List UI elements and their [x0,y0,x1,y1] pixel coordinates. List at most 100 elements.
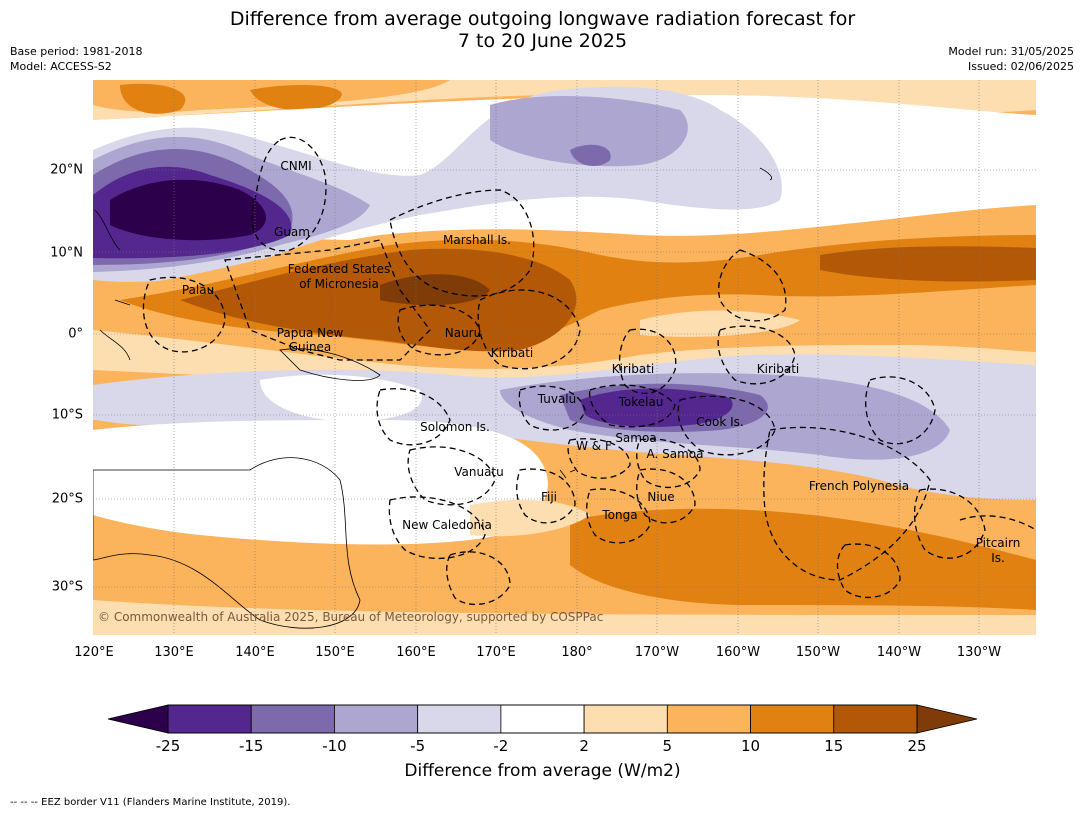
metadata-left: Base period: 1981-2018 Model: ACCESS-S2 [10,44,142,74]
label-niue: Niue [647,490,674,504]
model-name: Model: ACCESS-S2 [10,60,112,73]
title-line-2: 7 to 20 June 2025 [457,30,628,52]
title-line-1: Difference from average outgoing longwav… [229,8,856,30]
colorbar-label: 5 [662,737,673,755]
x-tick: 120°E [74,645,114,660]
colorbar-label: 15 [824,737,844,755]
x-tick: 130°E [154,645,194,660]
png-neutral [260,374,422,422]
south-dark-orange [570,508,1036,610]
x-tick: 140°W [876,645,922,660]
label-cook-is: Cook Is. [696,415,743,429]
y-tick: 30°S [51,579,83,595]
east-brown-band [820,246,1036,282]
y-tick: 10°N [50,245,83,261]
label-tuvalu: Tuvalu [537,392,577,406]
x-tick: 180° [561,645,593,660]
new-guinea-outline [279,348,381,381]
label-nauru: Nauru [445,326,481,340]
label-tonga: Tonga [601,508,637,522]
colorbar-label: -10 [322,737,347,755]
colorbar-box [334,704,419,734]
central-north-purple-dark [570,144,611,166]
x-tick: 170°E [476,645,516,660]
label-pitcairn-line1: Pitcairn [976,536,1021,550]
north-purple-darkest [110,179,267,241]
label-kiribati-east: Kiribati [757,362,799,376]
equatorial-darkest [380,274,490,306]
y-tick: 20°S [51,491,83,507]
mid-light-patch [640,310,800,337]
eez-footnote: -- -- -- EEZ border V11 (Flanders Marine… [10,797,291,808]
colorbar-box [417,704,502,734]
label-fsm-line1: Federated States [288,262,390,276]
x-tick: 140°E [235,645,275,660]
label-fsm-line2: of Micronesia [299,277,379,291]
north-dark-patch-1 [120,83,186,114]
north-dark-patch-2 [250,85,342,110]
x-tick: 160°E [396,645,436,660]
label-kiribati-west: Kiribati [491,346,533,360]
model-run: Model run: 31/05/2025 [948,45,1074,58]
label-cnmi: CNMI [280,159,311,173]
colorbar-box [500,704,585,734]
label-palau: Palau [182,283,214,297]
colorbar-extend-low [107,704,169,734]
colorbar-label: -2 [493,737,509,755]
colorbar-frame [167,704,918,734]
y-tick: 0° [68,326,83,342]
central-north-purple [490,95,688,167]
x-tick: 150°E [315,645,355,660]
place-labels: CNMI Guam Marshall Is. Federated States … [182,159,1020,565]
chart-title: Difference from average outgoing longwav… [0,8,1085,52]
colorbar-boxes [167,704,918,734]
colorbar-box [167,704,252,734]
colorbar-label: 25 [907,737,927,755]
southwest-neutral [93,420,548,545]
australia-outline [93,457,361,629]
graticule [93,80,1036,635]
pacific-islands-outline [559,167,773,479]
label-kiribati-central: Kiribati [612,362,654,376]
south-purple-darker [580,388,733,427]
label-fiji: Fiji [541,490,557,504]
colorbar-label: 2 [579,737,589,755]
x-tick: 150°W [795,645,841,660]
south-light-patch [470,499,590,537]
label-marshall-is: Marshall Is. [443,233,511,247]
south-edge-light [93,600,1036,635]
x-tick: 170°W [634,645,680,660]
colorbar-box [833,704,918,734]
label-pitcairn-line2: Is. [991,551,1005,565]
label-american-samoa: A. Samoa [647,447,704,461]
colorbar-box [666,704,751,734]
colorbar-box [750,704,835,734]
label-png-line2: Guinea [289,340,332,354]
y-tick: 10°S [51,407,83,423]
colorbar-title: Difference from average (W/m2) [404,761,681,781]
label-solomon-is: Solomon Is. [420,420,490,434]
colorbar-label: -5 [410,737,426,755]
label-tokelau: Tokelau [618,395,664,409]
colorbar-label: 10 [741,737,761,755]
colorbar-label: -25 [155,737,181,755]
label-samoa: Samoa [615,431,656,445]
metadata-right: Model run: 31/05/2025 Issued: 02/06/2025 [948,44,1074,74]
copyright-notice: © Commonwealth of Australia 2025, Bureau… [98,610,603,624]
issued-date: Issued: 02/06/2025 [967,60,1074,73]
colorbar-box [250,704,335,734]
asia-islands-outline [94,209,131,361]
map-field: CNMI Guam Marshall Is. Federated States … [93,80,1036,635]
colorbar-extend-high [916,704,978,734]
x-tick: 160°W [715,645,761,660]
x-tick: 130°W [956,645,1002,660]
base-period: Base period: 1981-2018 [10,45,143,58]
eez-borders [142,136,1036,606]
colorbar-label: -15 [238,737,264,755]
label-vanuatu: Vanuatu [454,465,504,479]
colorbar-box [583,704,668,734]
label-guam: Guam [274,225,310,239]
label-wallis-futuna: W & F [576,439,612,453]
